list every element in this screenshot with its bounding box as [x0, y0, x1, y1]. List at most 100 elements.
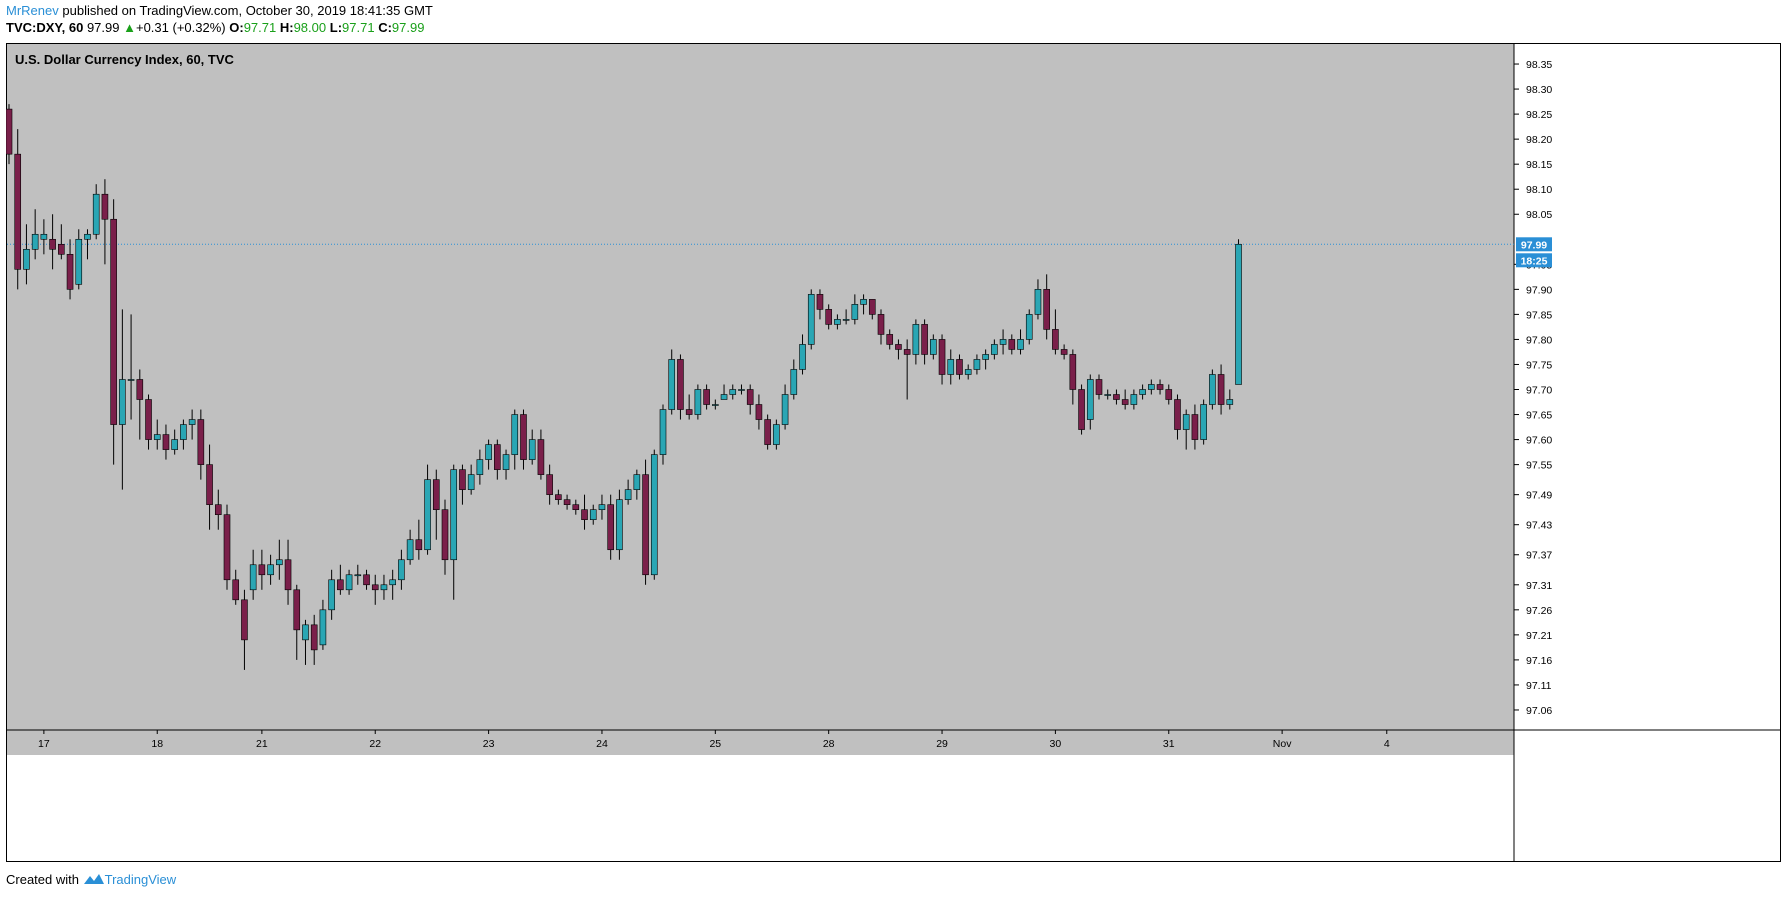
candle-body[interactable] — [40, 233, 48, 240]
candle-body[interactable] — [677, 359, 684, 410]
candle-body[interactable] — [1104, 394, 1112, 396]
candle-body[interactable] — [1156, 384, 1164, 390]
candle-body[interactable] — [964, 369, 972, 375]
candle-body[interactable] — [188, 419, 196, 425]
candle-body[interactable] — [284, 559, 292, 591]
candle-body[interactable] — [467, 474, 475, 490]
candle-body[interactable] — [345, 574, 353, 591]
candle-body[interactable] — [232, 579, 240, 601]
candle-body[interactable] — [1226, 399, 1234, 405]
candle-body[interactable] — [1069, 354, 1077, 390]
candle-body[interactable] — [755, 404, 763, 420]
candle-body[interactable] — [214, 504, 222, 515]
candle-body[interactable] — [607, 504, 614, 551]
candle-body[interactable] — [337, 579, 344, 591]
candle-body[interactable] — [1052, 329, 1059, 350]
candle-body[interactable] — [764, 419, 771, 445]
candle-body[interactable] — [746, 389, 754, 405]
candle-body[interactable] — [720, 394, 728, 400]
candle-body[interactable] — [886, 334, 894, 345]
candle-body[interactable] — [363, 574, 370, 586]
candle-body[interactable] — [930, 339, 937, 355]
candle-body[interactable] — [180, 424, 187, 440]
candle-body[interactable] — [877, 314, 885, 335]
candle-body[interactable] — [101, 193, 109, 220]
candle-body[interactable] — [546, 474, 553, 495]
candle-body[interactable] — [441, 509, 449, 561]
candle-body[interactable] — [1008, 339, 1016, 350]
candle-body[interactable] — [563, 499, 571, 505]
candle-body[interactable] — [912, 324, 920, 355]
candle-body[interactable] — [258, 564, 266, 576]
candle-body[interactable] — [572, 504, 580, 510]
candle-body[interactable] — [310, 624, 318, 651]
candle-body[interactable] — [807, 294, 815, 345]
candle-body[interactable] — [354, 574, 362, 577]
candle-body[interactable] — [153, 434, 161, 440]
candle-body[interactable] — [476, 459, 484, 475]
candle-body[interactable] — [1034, 289, 1042, 315]
candle-body[interactable] — [276, 559, 283, 566]
candle-body[interactable] — [371, 584, 379, 591]
candle-body[interactable] — [668, 359, 676, 410]
candle-body[interactable] — [1060, 349, 1068, 355]
candle-body[interactable] — [825, 309, 832, 325]
candle-body[interactable] — [511, 414, 519, 455]
candle-body[interactable] — [555, 494, 562, 500]
candle-body[interactable] — [982, 354, 989, 360]
candle-body[interactable] — [790, 369, 798, 395]
candle-body[interactable] — [328, 579, 335, 611]
candle-body[interactable] — [834, 319, 841, 325]
candle-body[interactable] — [956, 359, 963, 375]
candle-body[interactable] — [302, 624, 309, 641]
candle-body[interactable] — [485, 444, 492, 460]
candle-body[interactable] — [537, 439, 545, 475]
candle-body[interactable] — [406, 539, 414, 561]
candle-body[interactable] — [249, 564, 257, 591]
candle-body[interactable] — [799, 344, 806, 370]
candle-body[interactable] — [1235, 243, 1242, 385]
candle-body[interactable] — [23, 248, 30, 270]
candle-body[interactable] — [1095, 379, 1103, 395]
candlestick-chart[interactable]: 98.3598.3098.2598.2098.1598.1098.0597.95… — [6, 43, 1781, 862]
candle-body[interactable] — [58, 243, 65, 255]
candle-body[interactable] — [738, 389, 745, 391]
candle-body[interactable] — [528, 439, 536, 460]
candle-body[interactable] — [773, 424, 780, 445]
candle-body[interactable] — [494, 444, 501, 470]
candle-body[interactable] — [119, 379, 126, 425]
candle-body[interactable] — [938, 339, 946, 375]
candle-body[interactable] — [31, 233, 39, 250]
candle-body[interactable] — [1025, 314, 1033, 340]
candle-body[interactable] — [197, 419, 205, 465]
candle-body[interactable] — [110, 218, 117, 425]
candle-body[interactable] — [398, 559, 405, 581]
candle-body[interactable] — [633, 474, 641, 490]
candle-body[interactable] — [1191, 414, 1199, 440]
candle-body[interactable] — [1148, 384, 1155, 390]
candle-body[interactable] — [84, 233, 91, 240]
candle-body[interactable] — [1200, 404, 1207, 440]
candle-body[interactable] — [991, 344, 998, 355]
candle-body[interactable] — [136, 379, 144, 400]
candle-body[interactable] — [171, 439, 178, 450]
candle-body[interactable] — [616, 499, 623, 551]
candle-body[interactable] — [293, 589, 301, 631]
candle-body[interactable] — [781, 394, 789, 425]
candle-body[interactable] — [162, 434, 170, 450]
candle-body[interactable] — [712, 404, 719, 406]
candle-body[interactable] — [1209, 374, 1216, 405]
candle-body[interactable] — [1113, 394, 1120, 400]
candle-body[interactable] — [703, 389, 710, 405]
candle-body[interactable] — [1174, 399, 1181, 430]
candle-body[interactable] — [92, 193, 100, 235]
candle-body[interactable] — [903, 349, 911, 355]
candle-body[interactable] — [1182, 414, 1190, 430]
candle-body[interactable] — [223, 514, 231, 581]
candle-body[interactable] — [1121, 399, 1129, 405]
candle-body[interactable] — [1130, 394, 1138, 405]
candle-body[interactable] — [389, 579, 396, 586]
candle-body[interactable] — [14, 153, 22, 270]
candle-body[interactable] — [6, 108, 13, 155]
candle-body[interactable] — [842, 319, 850, 321]
